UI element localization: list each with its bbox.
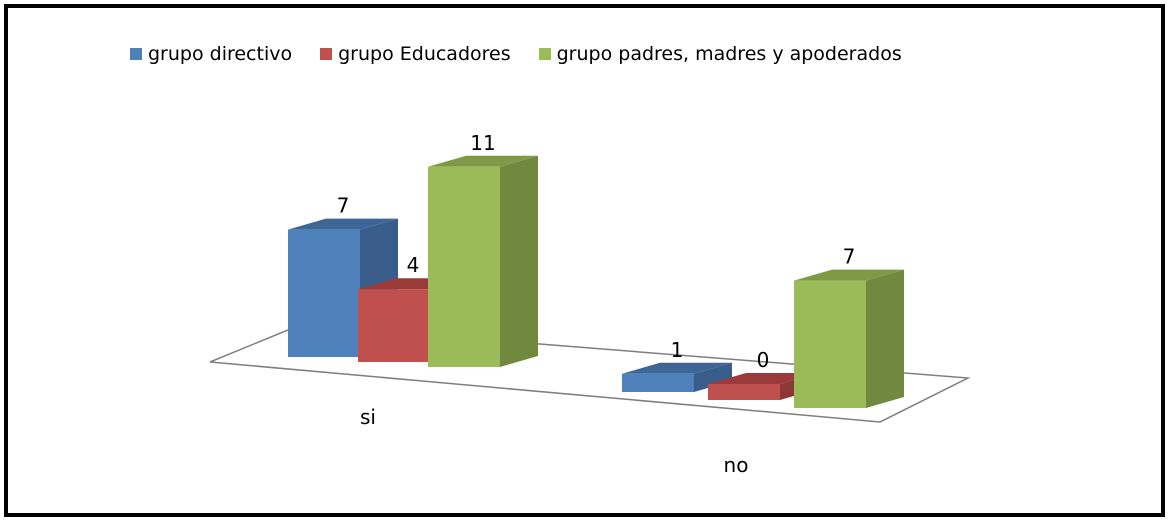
bar-no-series-3-top	[794, 269, 904, 281]
bar-si-series-3-front	[428, 166, 500, 367]
bar-si-series-1-front	[288, 229, 360, 357]
bar-si-series-1-top	[288, 218, 398, 230]
category-label-no: no	[724, 453, 749, 477]
bars-group	[288, 155, 904, 408]
bar-no-series-2-top	[708, 373, 818, 384]
legend-swatch-educadores	[320, 48, 333, 60]
legend-item-padres: grupo padres, madres y apoderados	[538, 43, 902, 65]
bar-si-series-2-front	[358, 289, 430, 362]
bar-no-series-1-front	[622, 373, 694, 392]
chart-frame	[4, 4, 1165, 517]
bar-si-series-3	[428, 155, 538, 367]
legend-item-educadores: grupo Educadores	[320, 43, 511, 65]
bar-no-series-1-side	[694, 362, 732, 392]
bar-no-series-3-front	[794, 280, 866, 408]
data-label-no-series-3: 7	[843, 245, 856, 269]
data-label-si-series-1: 7	[337, 194, 350, 218]
data-label-si-series-3: 11	[470, 131, 495, 155]
bar-no-series-3	[794, 269, 904, 408]
legend-item-directivo: grupo directivo	[130, 43, 292, 65]
legend-swatch-padres	[538, 48, 551, 60]
bar-no-series-3-side	[866, 269, 904, 408]
legend-label-educadores: grupo Educadores	[338, 43, 511, 65]
legend-label-padres: grupo padres, madres y apoderados	[556, 43, 902, 65]
bar-si-series-3-top	[428, 155, 538, 167]
bar-no-series-1	[622, 362, 732, 392]
bar-no-series-2-front	[708, 384, 780, 400]
data-label-no-series-2: 0	[757, 348, 770, 372]
data-label-si-series-2: 4	[407, 253, 420, 277]
bar-si-series-3-side	[500, 155, 538, 367]
legend: grupo directivo grupo Educadores grupo p…	[130, 34, 902, 74]
category-label-si: si	[360, 405, 376, 429]
bar-no-series-1-top	[622, 362, 732, 374]
legend-label-directivo: grupo directivo	[148, 43, 293, 65]
data-label-no-series-1: 1	[671, 338, 684, 362]
legend-swatch-directivo	[130, 48, 142, 60]
